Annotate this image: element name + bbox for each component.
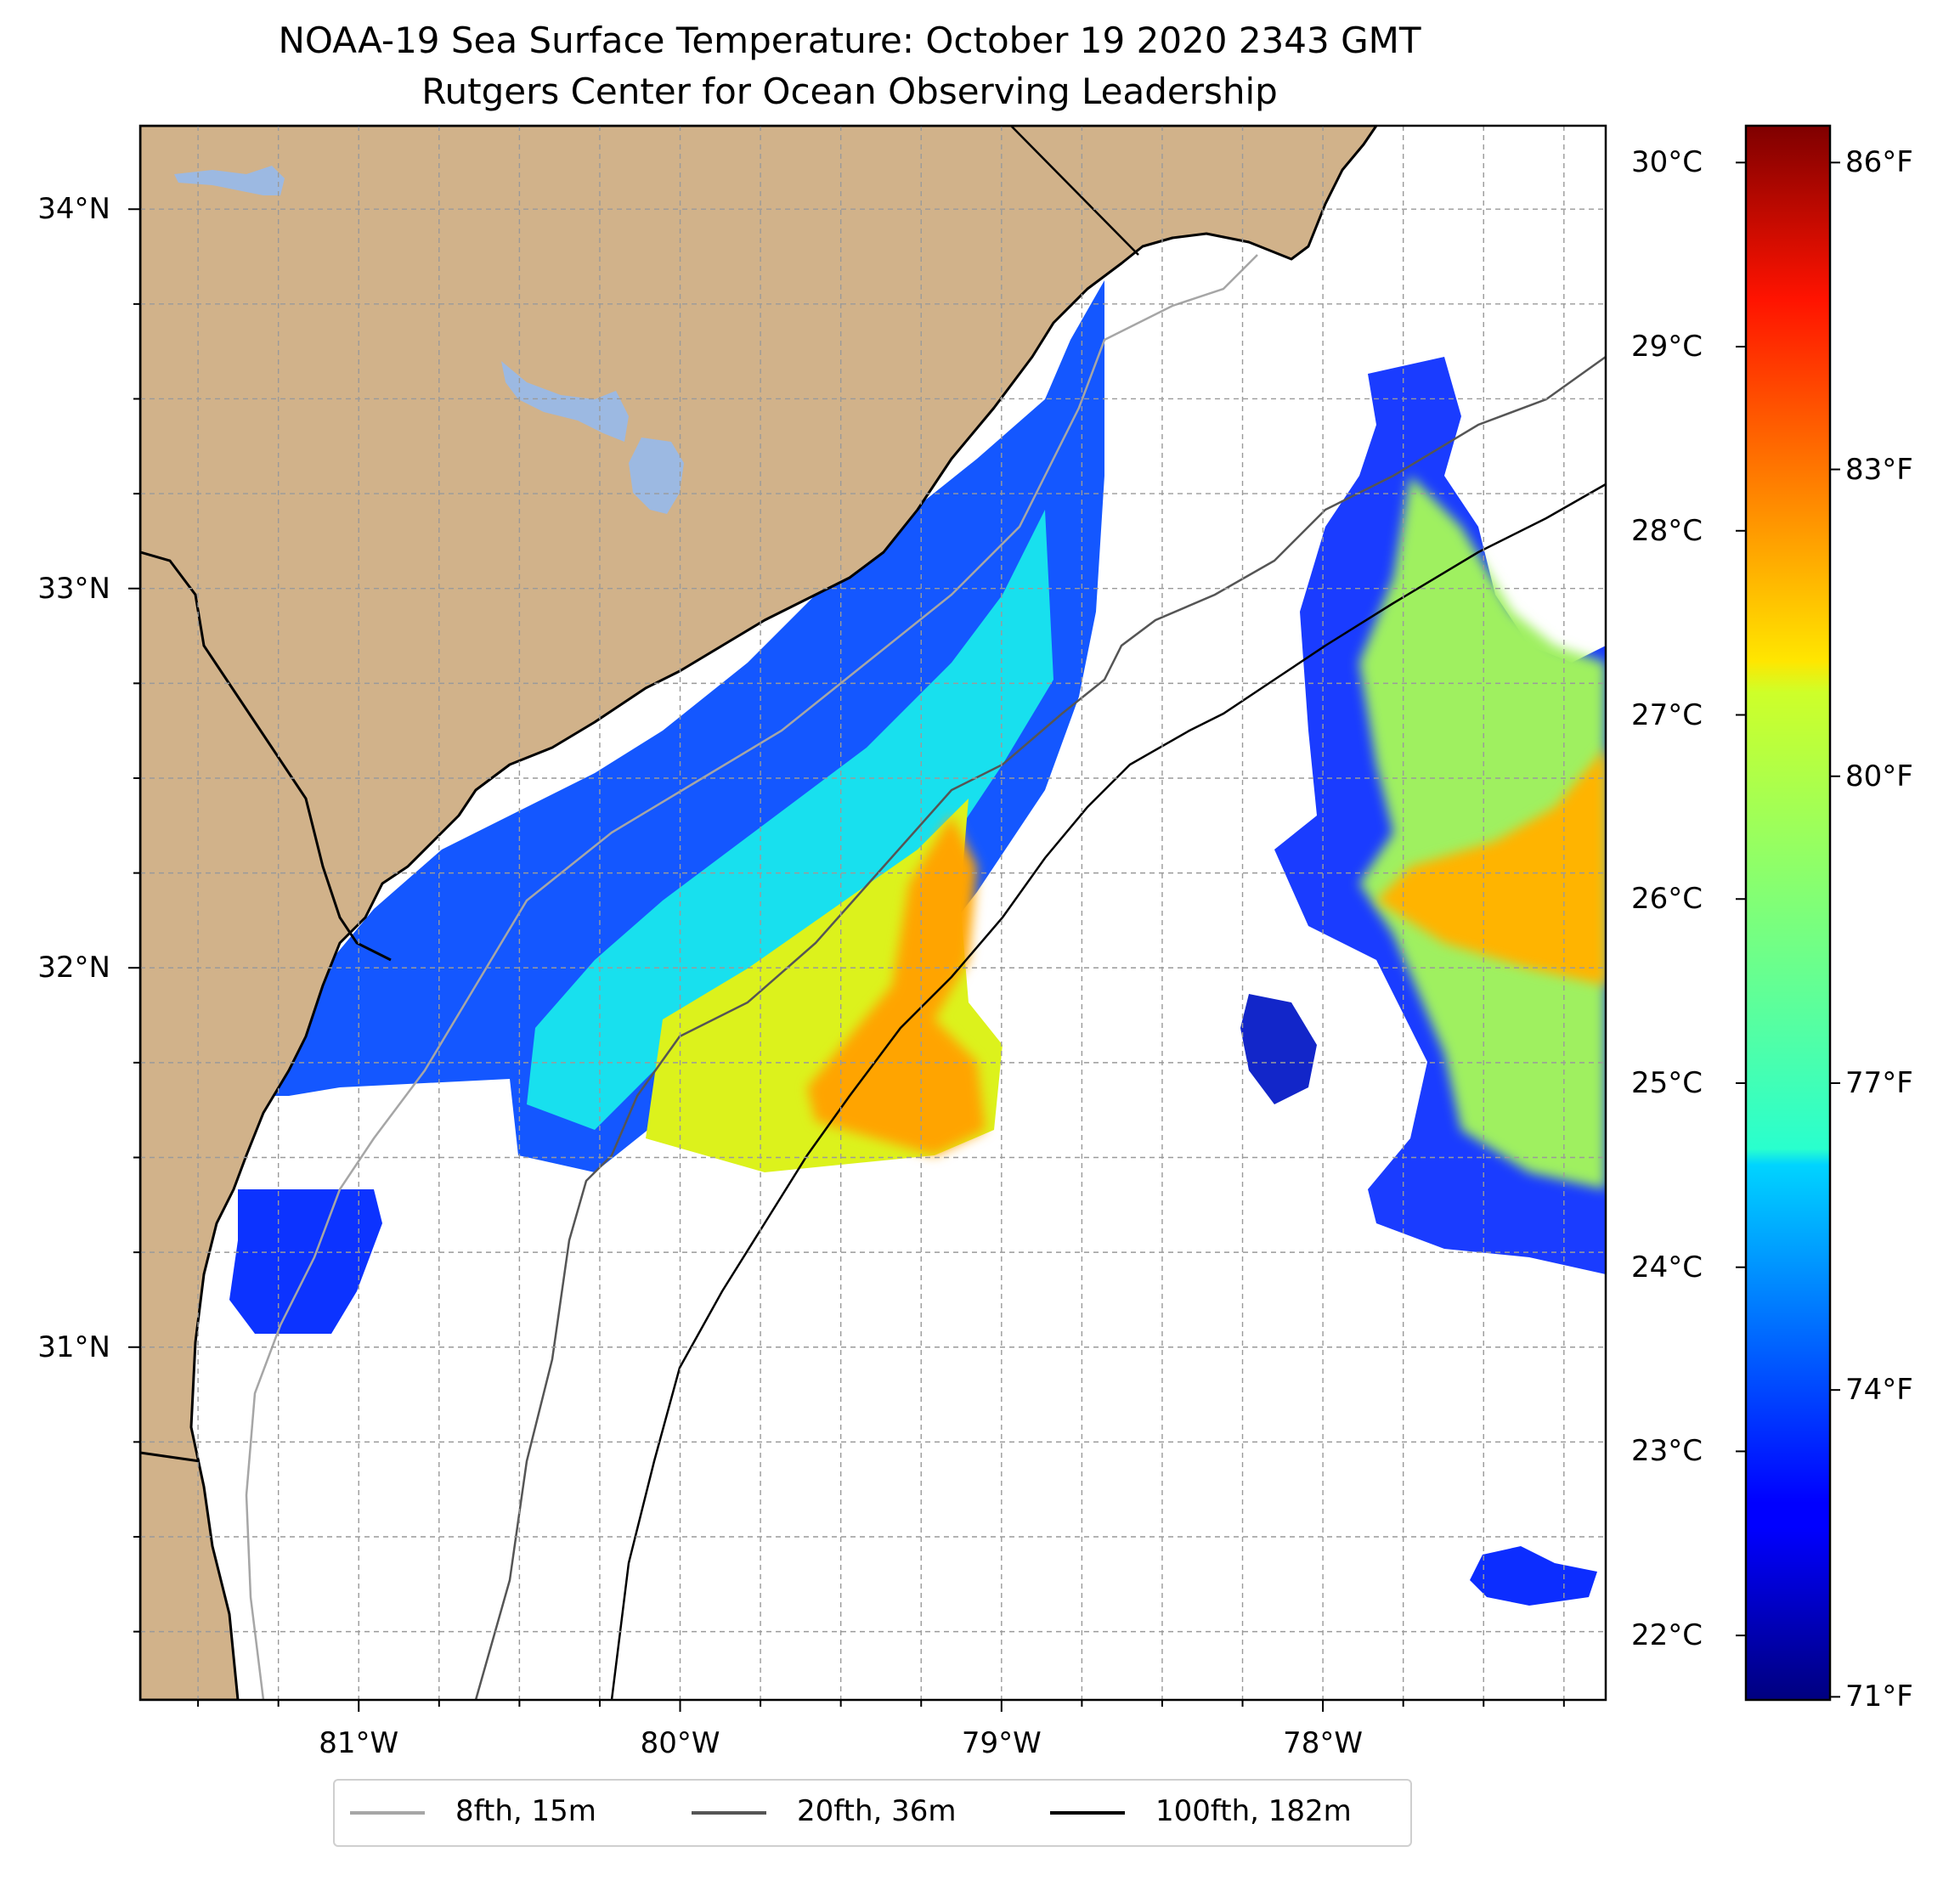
state-border-ga-fl <box>140 1451 201 1463</box>
celsius-tick-25: 25°C <box>1631 1065 1703 1100</box>
celsius-tick-27: 27°C <box>1631 697 1703 732</box>
sst-midshelf-band <box>527 510 1053 1130</box>
legend-label-8fth: 8fth, 15m <box>455 1794 596 1828</box>
lat-label-31: 31°N <box>37 1330 110 1364</box>
legend-swatch-8fth <box>350 1811 425 1815</box>
lake-marion <box>501 361 629 442</box>
isobath-legend: 8fth, 15m 20fth, 36m 100fth, 182m <box>333 1779 1412 1847</box>
celsius-tick-26: 26°C <box>1631 882 1703 917</box>
lon-label-81: 81°W <box>319 1726 399 1760</box>
lat-label-33: 33°N <box>37 571 110 606</box>
colorbar-ticks <box>1736 161 1840 1698</box>
celsius-tick-23: 23°C <box>1631 1434 1703 1469</box>
state-border-ga-sc <box>140 550 392 962</box>
celsius-tick-22: 22°C <box>1631 1618 1703 1653</box>
isobath-8fth <box>245 254 1258 1700</box>
sst-south-blob <box>1470 1546 1597 1606</box>
map-title: NOAA-19 Sea Surface Temperature: October… <box>278 20 1421 61</box>
legend-swatch-20fth <box>692 1811 766 1815</box>
celsius-tick-28: 28°C <box>1631 513 1703 548</box>
sst-warm-core <box>807 816 986 1155</box>
fahrenheit-tick-83: 83°F <box>1845 452 1913 487</box>
lon-label-80: 80°W <box>640 1726 720 1760</box>
fahrenheit-tick-86: 86°F <box>1845 145 1913 180</box>
celsius-tick-30: 30°C <box>1631 145 1703 180</box>
celsius-tick-24: 24°C <box>1631 1250 1703 1284</box>
sst-northeast-warm <box>1359 476 1606 1189</box>
fahrenheit-tick-74: 74°F <box>1845 1373 1913 1408</box>
sst-south-patch <box>229 1189 382 1334</box>
fahrenheit-tick-80: 80°F <box>1845 759 1913 793</box>
lon-label-79: 79°W <box>961 1726 1042 1760</box>
isobath-20fth <box>474 355 1606 1700</box>
legend-label-100fth: 100fth, 182m <box>1155 1794 1352 1828</box>
celsius-tick-29: 29°C <box>1631 330 1703 364</box>
fahrenheit-tick-71: 71°F <box>1845 1680 1913 1714</box>
lat-label-34: 34°N <box>37 192 110 227</box>
state-border-nc-sc <box>1010 126 1139 256</box>
sst-east-warm-core <box>1376 748 1606 985</box>
colorbar <box>1744 124 1832 1702</box>
map-subtitle: Rutgers Center for Ocean Observing Leade… <box>421 71 1278 112</box>
lake-moultrie <box>629 438 684 514</box>
fahrenheit-tick-77: 77°F <box>1845 1065 1913 1100</box>
gridlines <box>140 126 1606 1700</box>
land-mainland <box>140 126 1378 1700</box>
legend-swatch-100fth <box>1050 1811 1125 1815</box>
legend-label-20fth: 20fth, 36m <box>797 1794 957 1828</box>
lake-north <box>174 166 285 195</box>
lat-label-32: 32°N <box>37 951 110 985</box>
sst-mid-blob <box>1240 994 1317 1104</box>
map-frame <box>138 124 1607 1702</box>
isobath-100fth <box>610 483 1606 1700</box>
map-axis-ticks <box>128 208 1565 1712</box>
lon-label-78: 78°W <box>1283 1726 1364 1760</box>
